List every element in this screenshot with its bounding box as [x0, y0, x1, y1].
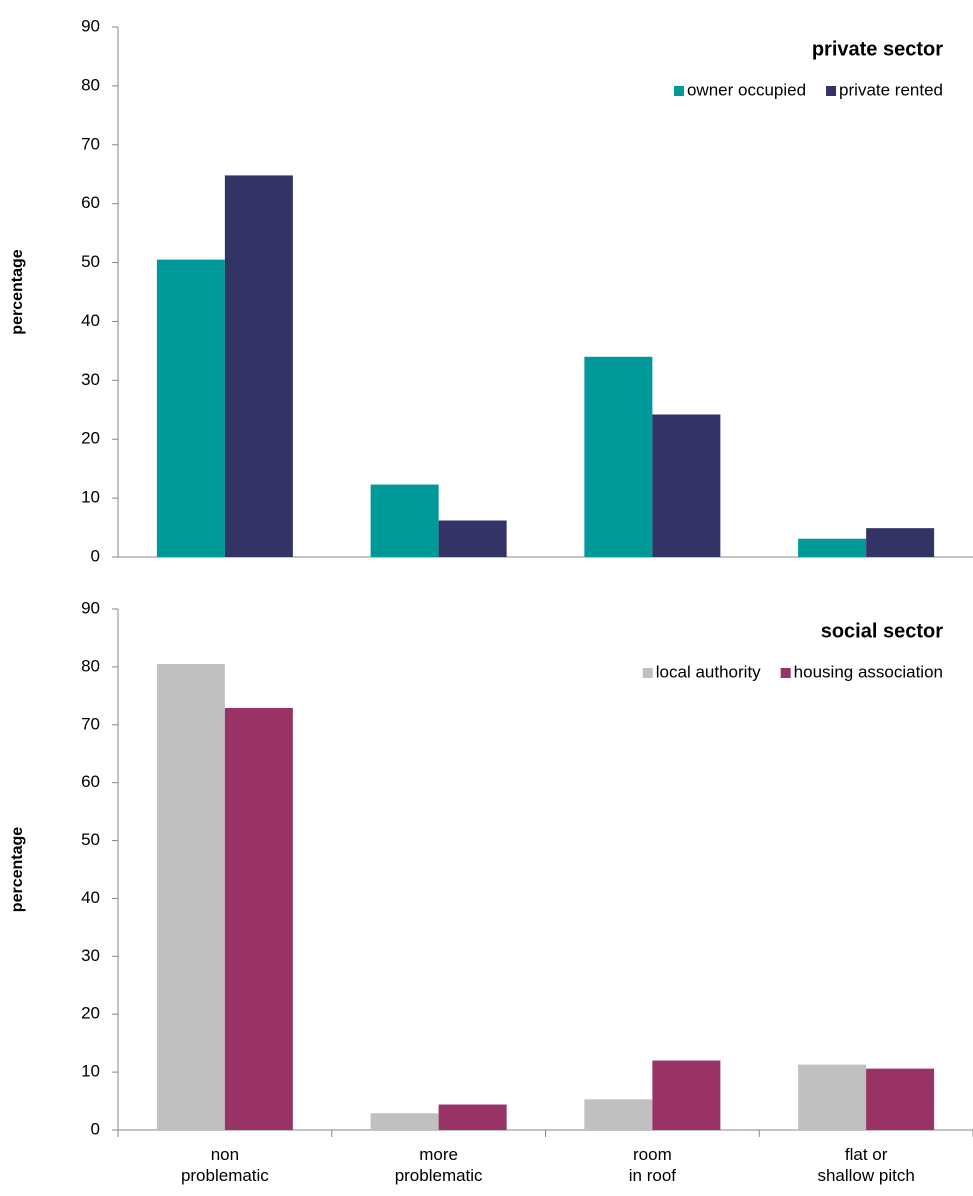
legend-label: owner occupied [687, 80, 806, 99]
y-tick-label: 40 [81, 311, 100, 330]
bar [370, 484, 439, 557]
y-tick-label: 20 [81, 1004, 100, 1023]
bar [798, 538, 867, 557]
y-tick-label: 70 [81, 714, 100, 733]
legend-swatch [826, 86, 837, 96]
y-tick-label: 20 [81, 429, 100, 448]
y-tick-label: 0 [91, 1119, 100, 1138]
y-tick-label: 40 [81, 888, 100, 907]
y-tick-label: 0 [91, 546, 100, 565]
y-tick-label: 30 [81, 946, 100, 965]
bar [370, 1113, 439, 1130]
bar [156, 259, 225, 557]
x-tick-label: flat or shallow pitch [817, 1145, 915, 1185]
legend-swatch [673, 86, 684, 96]
bar [584, 1099, 653, 1130]
bar [866, 1068, 935, 1130]
x-tick-label: room in roof [628, 1145, 676, 1185]
legend-swatch [780, 668, 791, 678]
y-tick-label: 90 [81, 598, 100, 617]
legend-label: private rented [839, 80, 943, 99]
legend-label: local authority [656, 662, 761, 681]
bar [798, 1064, 867, 1130]
y-tick-label: 80 [81, 75, 100, 94]
bar [652, 414, 721, 557]
x-tick-label: more problematic [394, 1145, 483, 1185]
bar [438, 1104, 507, 1130]
y-tick-label: 80 [81, 656, 100, 675]
bar [438, 520, 507, 557]
y-axis-label: percentage [9, 249, 26, 334]
legend-title: private sector [812, 38, 943, 60]
bar [584, 356, 653, 557]
y-tick-label: 60 [81, 193, 100, 212]
bar [866, 528, 935, 557]
bar [652, 1060, 721, 1130]
y-tick-label: 60 [81, 772, 100, 791]
y-tick-label: 50 [81, 830, 100, 849]
x-tick-label: non problematic [180, 1145, 269, 1185]
legend-swatch [642, 668, 653, 678]
y-tick-label: 90 [81, 16, 100, 35]
y-axis-label: percentage [9, 827, 26, 912]
y-tick-label: 10 [81, 488, 100, 507]
y-tick-label: 30 [81, 370, 100, 389]
y-tick-label: 70 [81, 134, 100, 153]
legend-label: housing association [794, 662, 943, 681]
bar [156, 663, 225, 1130]
y-tick-label: 10 [81, 1062, 100, 1081]
bar [224, 175, 293, 557]
y-tick-label: 50 [81, 252, 100, 271]
bar [224, 707, 293, 1130]
legend-title: social sector [821, 620, 944, 642]
